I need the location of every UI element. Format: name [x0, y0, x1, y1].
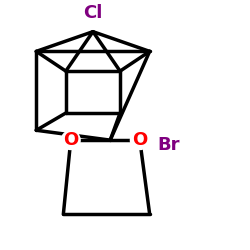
Text: O: O [132, 131, 148, 149]
Text: O: O [63, 131, 78, 149]
Text: Cl: Cl [83, 4, 103, 22]
Text: Br: Br [157, 136, 180, 154]
Circle shape [130, 131, 149, 150]
Circle shape [62, 131, 80, 150]
